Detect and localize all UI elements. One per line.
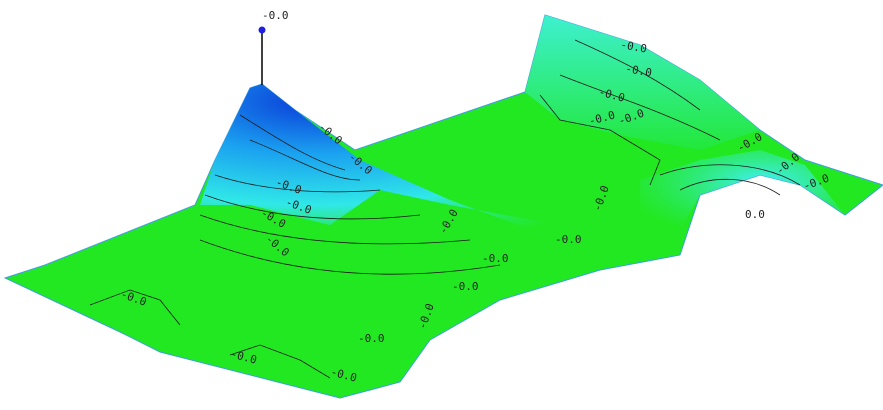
probe-point (259, 27, 266, 34)
surface-view: -0.0 0.0 -0.0-0.0-0.0-0.0-0.0-0.0-0.0-0.… (0, 0, 883, 410)
contour-label: -0.0 (555, 233, 582, 246)
probe-label: 0.0 (745, 208, 765, 221)
contour-label: -0.0 (358, 332, 385, 345)
surface (5, 15, 883, 398)
probe-label: -0.0 (262, 9, 289, 22)
contour-label: -0.0 (452, 280, 479, 293)
contour-label: -0.0 (482, 252, 509, 265)
